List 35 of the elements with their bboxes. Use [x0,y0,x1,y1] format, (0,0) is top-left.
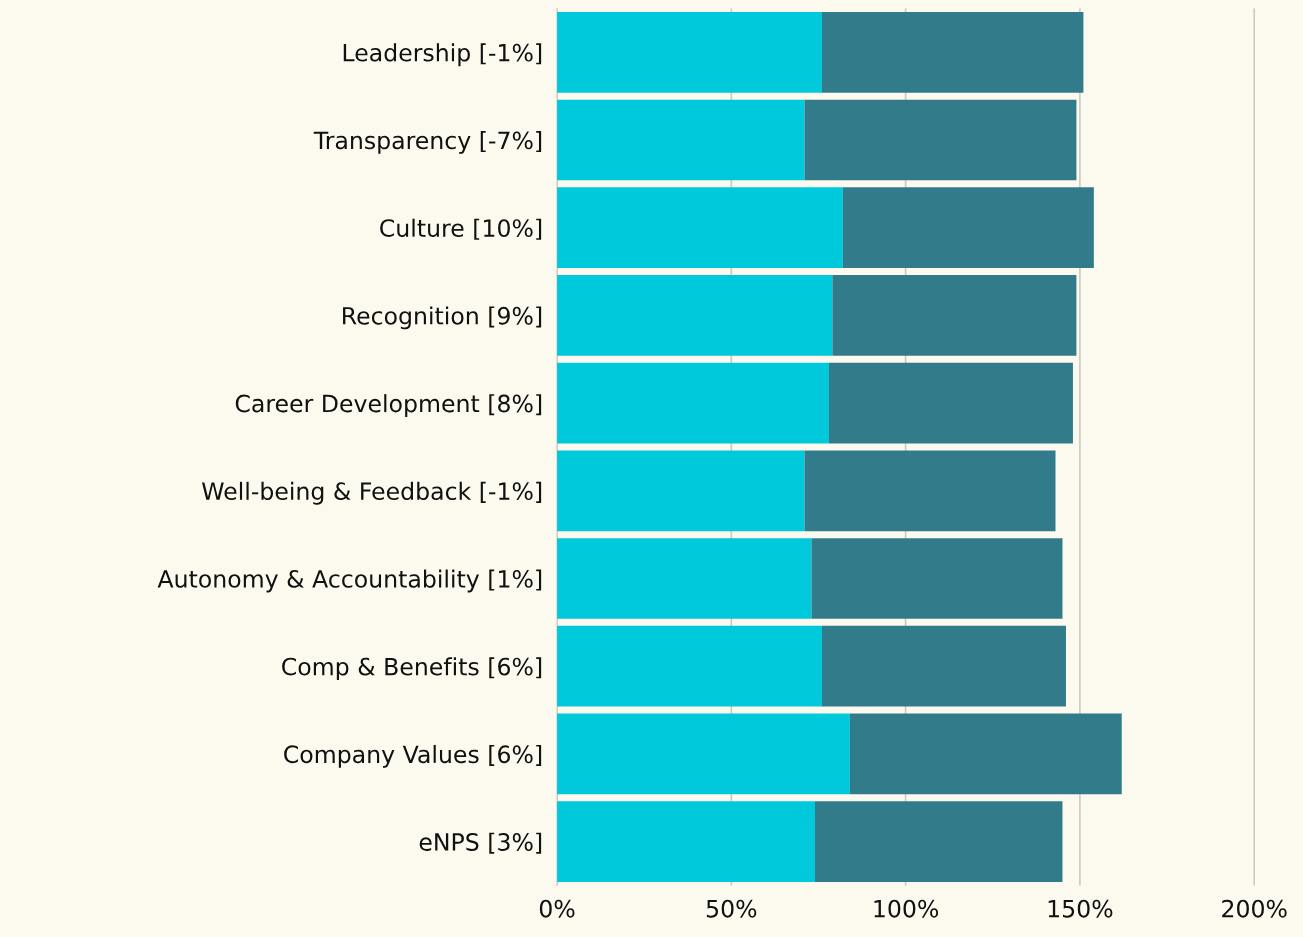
y-tick-label: Well-being & Feedback [-1%] [202,481,542,505]
y-tick-label: eNPS [3%] [419,832,542,854]
bar [557,99,805,181]
y-tick-label: Comp & Benefits [6%] [282,657,542,681]
bar [832,275,1077,356]
bar [849,713,1122,795]
bar [842,187,1094,269]
x-tick-label: 200% [1222,899,1287,918]
bar [804,99,1077,181]
y-tick-label: Transparency [-7%] [313,131,542,154]
bar [557,625,822,707]
x-tick-label: 0% [539,899,575,918]
bar [557,362,829,444]
bar [557,187,843,269]
bar [828,362,1073,444]
bar [811,538,1063,619]
bar [557,450,805,532]
x-tick-label: 100% [874,899,939,918]
y-tick-label: Recognition [9%] [343,306,542,330]
y-tick-label: Culture [10%] [380,218,542,240]
y-tick-label: Company Values [6%] [284,744,542,768]
x-tick-label: 150% [1048,899,1113,918]
bar [557,538,812,619]
y-tick-label: Leadership [-1%] [343,43,542,67]
bar [557,713,850,795]
bar [821,11,1084,93]
y-tick-label: Autonomy & Accountability [1%] [157,569,542,593]
y-tick-label: Career Development [8%] [235,394,542,417]
bar [557,275,833,356]
bar [557,11,822,93]
bar [814,801,1063,882]
bar [557,801,815,882]
bar [821,625,1066,707]
bar [804,450,1056,532]
x-tick-label: 50% [706,899,757,918]
